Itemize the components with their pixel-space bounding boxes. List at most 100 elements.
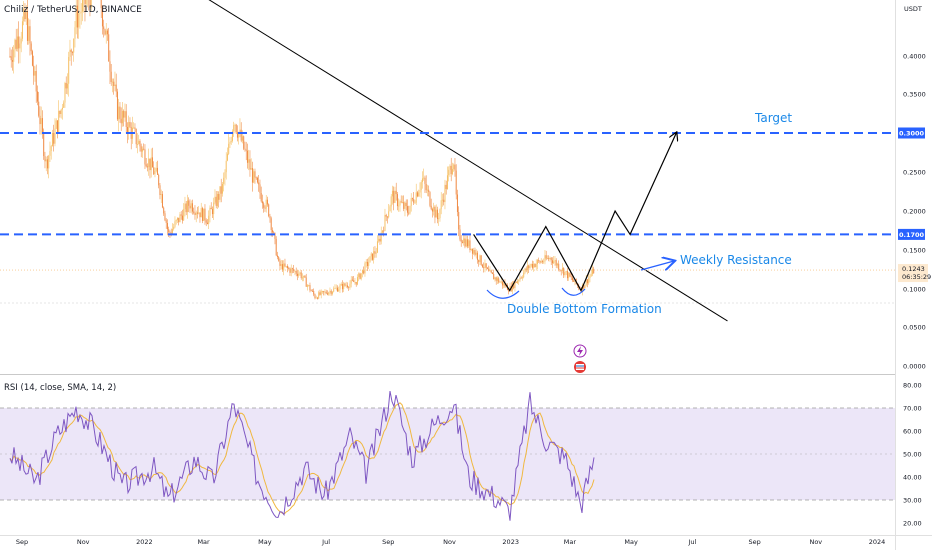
candle-body: [566, 271, 568, 279]
candle-body: [556, 263, 558, 266]
candle-body: [545, 255, 547, 259]
candle-body: [128, 122, 130, 134]
candle-body: [423, 177, 425, 179]
candle-body: [214, 196, 216, 203]
x-axis[interactable]: Sep Nov 2022 Mar May Jul Sep Nov 2023 Mar May Jul Se…: [16, 538, 885, 546]
candle-body: [58, 111, 60, 133]
candle-body: [78, 13, 80, 28]
rsi-title: RSI (14, close, SMA, 14, 2): [4, 383, 117, 393]
flag-icon[interactable]: [574, 361, 586, 373]
candle-body: [293, 269, 295, 272]
candle-body: [150, 157, 152, 171]
candle-body: [501, 281, 503, 286]
pattern-path[interactable]: [473, 133, 677, 292]
candle-body: [279, 260, 281, 266]
y-axis[interactable]: 0.0000 0.0500 0.1000 0.1500 0.2000 0.2500 0.35…: [903, 53, 926, 371]
candle-body: [303, 275, 305, 278]
rsi-pane[interactable]: [0, 391, 895, 521]
candle-body: [404, 202, 406, 209]
candle-body: [43, 132, 45, 157]
candle-body: [315, 297, 317, 299]
axis-unit: USDT: [904, 5, 922, 13]
candle-body: [138, 140, 140, 144]
candle-body: [459, 229, 461, 240]
x-tick-label: Mar: [564, 538, 577, 546]
candle-body: [284, 263, 286, 267]
candle-body: [396, 194, 398, 207]
candle-body: [420, 182, 422, 190]
candle-body: [370, 253, 372, 257]
candle-body: [143, 148, 145, 150]
candle-body: [80, 11, 82, 13]
candle-body: [520, 277, 522, 279]
candle-body: [181, 215, 183, 221]
candle-body: [530, 264, 532, 266]
lightning-icon[interactable]: [573, 344, 587, 358]
candle-body: [471, 248, 473, 254]
candle-body: [586, 279, 588, 284]
candle-body: [296, 273, 298, 276]
rsi-y-axis[interactable]: 20.00 30.00 40.00 50.00 60.00 70.00 80.00: [903, 382, 922, 528]
candle-body: [508, 290, 510, 292]
candle-body: [475, 252, 477, 255]
candle-body: [444, 184, 446, 203]
candle-body: [246, 150, 248, 163]
candle-body: [368, 262, 370, 266]
candle-body: [399, 201, 401, 206]
candle-body: [526, 265, 528, 271]
candle-body: [9, 56, 11, 57]
candle-body: [455, 170, 457, 195]
candle-body: [183, 209, 185, 221]
candle-body: [371, 253, 373, 260]
candle-body: [484, 263, 486, 268]
candle-body: [243, 136, 245, 149]
candle-body: [189, 205, 191, 209]
candle-body: [121, 111, 123, 124]
candle-body: [255, 177, 257, 179]
candle-body: [346, 285, 348, 288]
rsi-tick-label: 70.00: [903, 405, 922, 413]
candle-body: [559, 269, 561, 271]
descending-trendline[interactable]: [56, 0, 728, 322]
x-tick-label: May: [624, 538, 638, 546]
candle-body: [250, 168, 252, 170]
candle-body: [384, 215, 386, 231]
weekly-resistance-arrow: [640, 261, 674, 270]
candle-body: [500, 281, 502, 283]
candle-body: [489, 270, 491, 272]
candle-body: [89, 0, 91, 9]
candle-body: [31, 51, 33, 66]
candle-body: [239, 129, 241, 133]
candle-body: [103, 26, 105, 30]
candle-body: [466, 239, 468, 247]
candle-body: [63, 102, 65, 108]
candle-body: [166, 223, 168, 230]
candle-body: [493, 273, 495, 280]
candle-body: [311, 290, 313, 292]
candle-body: [133, 127, 135, 129]
x-tick-label: Sep: [748, 538, 760, 546]
candle-body: [35, 71, 37, 92]
candle-body: [100, 0, 102, 9]
target-label: Target: [754, 111, 792, 125]
resistance-price-tag: 0.1700: [898, 228, 925, 240]
candle-body: [195, 212, 197, 215]
candle-body: [136, 144, 138, 145]
candle-body: [413, 199, 415, 203]
price-pane[interactable]: Target Weekly Resistance Double Bottom F…: [0, 0, 895, 374]
candle-body: [110, 71, 112, 82]
candle-body: [298, 273, 300, 276]
candle-body: [240, 129, 242, 141]
candle-body: [13, 49, 15, 62]
candle-body: [215, 196, 217, 206]
candle-body: [199, 212, 201, 218]
candle-body: [495, 277, 497, 281]
candle-body: [125, 111, 127, 127]
candle-body: [159, 185, 161, 195]
candle-body: [33, 65, 35, 76]
candle-body: [19, 43, 21, 49]
candle-body: [73, 38, 75, 53]
candle-body: [193, 211, 195, 213]
candle-body: [380, 232, 382, 242]
